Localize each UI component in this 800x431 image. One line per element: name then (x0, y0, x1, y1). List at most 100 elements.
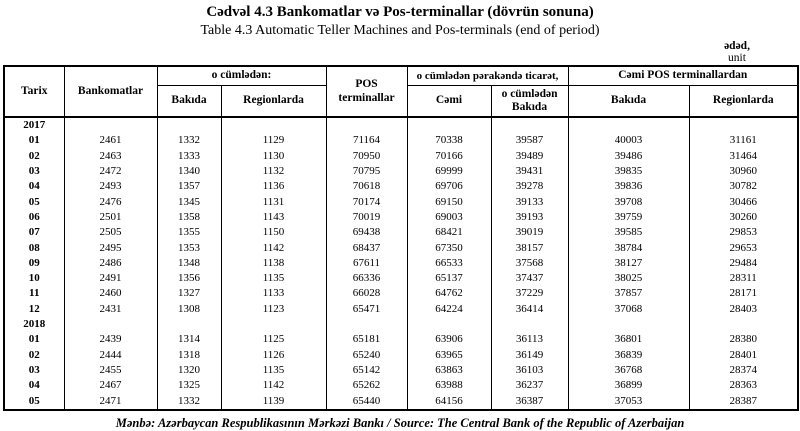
value-cell: 1308 (156, 301, 222, 317)
value-cell: 1320 (156, 362, 222, 379)
value-cell: 2431 (63, 301, 158, 317)
value-cell: 2461 (63, 133, 158, 149)
value-cell (220, 117, 327, 134)
value-cell: 1314 (156, 332, 222, 348)
value-cell: 37857 (567, 286, 690, 302)
table-row: 06 2501 1358 1143 70019 69003 39193 39759 30260 (3, 209, 799, 226)
value-cell: 68437 (325, 240, 408, 256)
value-cell: 1357 (156, 179, 222, 195)
table-row: 09 2486 1348 1138 67611 66533 37568 38127 29484 (3, 255, 799, 271)
value-cell: 1318 (156, 347, 222, 363)
col-header-bakida: Bakıda (156, 85, 222, 118)
table-row: 02 2463 1333 1130 70950 70166 39489 39486 31464 (3, 148, 799, 164)
table-row: 02 2444 1318 1126 65240 63965 36149 36839 28401 (3, 347, 799, 363)
value-cell: 68421 (406, 225, 492, 241)
value-cell: 1340 (156, 163, 222, 180)
value-cell: 38157 (490, 240, 569, 256)
value-cell: 71164 (325, 133, 408, 149)
value-cell: 65471 (325, 301, 408, 317)
value-cell: 2467 (63, 378, 158, 394)
value-cell: 2501 (63, 209, 158, 226)
value-cell: 29853 (688, 225, 799, 241)
value-cell: 66028 (325, 286, 408, 302)
year-row: 2018 (3, 316, 799, 333)
value-cell: 2493 (63, 179, 158, 195)
value-cell: 38127 (567, 255, 690, 271)
table-row: 10 2491 1356 1135 66336 65137 37437 38025 28311 (3, 270, 799, 287)
period-cell: 05 (3, 194, 65, 210)
value-cell: 2463 (63, 148, 158, 164)
value-cell (688, 316, 799, 333)
value-cell: 28374 (688, 362, 799, 379)
value-cell: 28380 (688, 332, 799, 348)
value-cell (406, 316, 492, 333)
value-cell: 38025 (567, 270, 690, 287)
value-cell: 1345 (156, 194, 222, 210)
value-cell: 1139 (220, 393, 327, 410)
year-row: 2017 (3, 117, 799, 134)
value-cell (406, 117, 492, 134)
value-cell: 36103 (490, 362, 569, 379)
value-cell: 39759 (567, 209, 690, 226)
value-cell (156, 117, 222, 134)
value-cell: 28171 (688, 286, 799, 302)
value-cell: 1358 (156, 209, 222, 226)
value-cell: 1332 (156, 133, 222, 149)
value-cell (156, 316, 222, 333)
value-cell: 1142 (220, 240, 327, 256)
table-row: 03 2455 1320 1135 65142 63863 36103 36768 28374 (3, 362, 799, 379)
table-row: 05 2471 1332 1139 65440 64156 36387 37053 28387 (3, 393, 799, 410)
value-cell: 1130 (220, 148, 327, 164)
value-cell: 1126 (220, 347, 327, 363)
value-cell: 66336 (325, 270, 408, 287)
period-cell: 08 (3, 240, 65, 256)
value-cell: 1131 (220, 194, 327, 210)
value-cell: 65181 (325, 332, 408, 348)
value-cell: 1353 (156, 240, 222, 256)
value-cell: 1132 (220, 163, 327, 180)
value-cell: 64156 (406, 393, 492, 410)
value-cell: 39708 (567, 194, 690, 210)
value-cell: 1138 (220, 255, 327, 271)
value-cell: 63863 (406, 362, 492, 379)
table-row: 12 2431 1308 1123 65471 64224 36414 37068 28403 (3, 301, 799, 317)
value-cell: 69438 (325, 225, 408, 241)
value-cell: 36768 (567, 362, 690, 379)
value-cell (325, 316, 408, 333)
value-cell (688, 117, 799, 134)
value-cell: 65240 (325, 347, 408, 363)
value-cell: 2460 (63, 286, 158, 302)
value-cell: 70618 (325, 179, 408, 195)
col-group-o-cumleden: o cümlədən: (156, 65, 327, 87)
value-cell: 36801 (567, 332, 690, 348)
value-cell: 2476 (63, 194, 158, 210)
table-row: 04 2493 1357 1136 70618 69706 39278 39836 30782 (3, 179, 799, 195)
unit-note: ədəd, unit (702, 40, 772, 64)
value-cell: 28363 (688, 378, 799, 394)
value-cell: 1133 (220, 286, 327, 302)
value-cell: 1135 (220, 362, 327, 379)
table-row: 05 2476 1345 1131 70174 69150 39133 39708 30466 (3, 194, 799, 210)
value-cell: 70166 (406, 148, 492, 164)
value-cell: 1150 (220, 225, 327, 241)
value-cell: 69999 (406, 163, 492, 180)
period-cell: 04 (3, 179, 65, 195)
value-cell: 37437 (490, 270, 569, 287)
col-header-pos-regionlarda: Regionlarda (688, 85, 799, 118)
value-cell (63, 117, 158, 134)
col-header-regionlarda: Regionlarda (220, 85, 327, 118)
unit-note-en: unit (728, 51, 746, 64)
value-cell: 1135 (220, 270, 327, 287)
value-cell: 39133 (490, 194, 569, 210)
value-cell: 2486 (63, 255, 158, 271)
value-cell: 1356 (156, 270, 222, 287)
value-cell: 30960 (688, 163, 799, 180)
value-cell: 36237 (490, 378, 569, 394)
value-cell: 39193 (490, 209, 569, 226)
period-cell: 11 (3, 286, 65, 302)
period-cell: 06 (3, 209, 65, 226)
col-header-pos-bakida: Bakıda (567, 85, 690, 118)
table-row: 04 2467 1325 1142 65262 63988 36237 36899 28363 (3, 378, 799, 394)
value-cell: 2439 (63, 332, 158, 348)
value-cell: 40003 (567, 133, 690, 149)
